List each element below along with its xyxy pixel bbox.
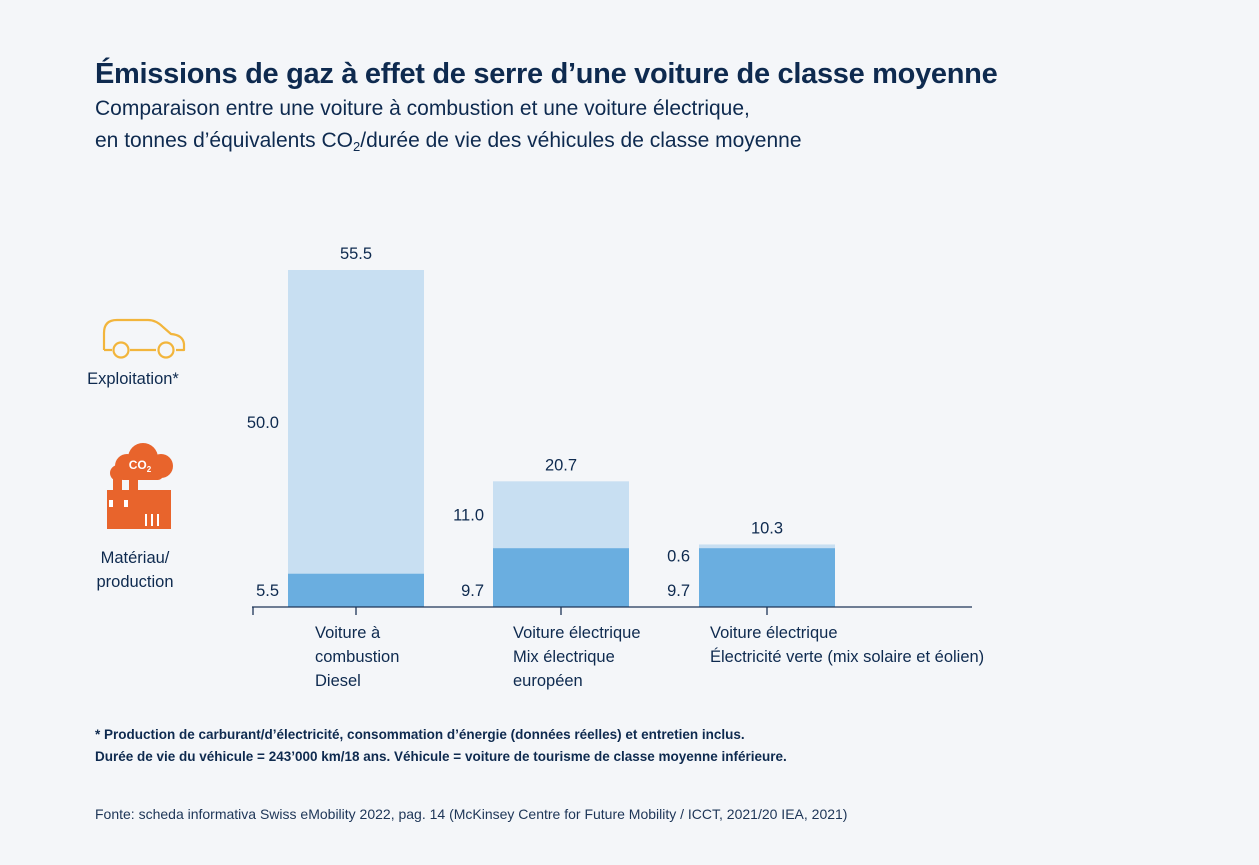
footnote-line1: * Production de carburant/d’électricité,…	[95, 727, 745, 742]
segment-label-operation: 11.0	[453, 507, 484, 525]
co2-icon-sub: 2	[147, 465, 152, 474]
legend-label-material: Matériau/ production	[96, 549, 174, 591]
source-note: Fonte: scheda informativa Swiss eMobilit…	[95, 806, 848, 822]
bar-segment-material	[699, 548, 835, 607]
segment-label-material: 5.5	[256, 582, 279, 600]
footnote-line2: Durée de vie du véhicule = 243’000 km/18…	[95, 749, 787, 764]
legend-label-operation: Exploitation*	[87, 370, 179, 388]
segment-label-material: 9.7	[667, 582, 690, 600]
bar-segment-material	[493, 548, 629, 607]
chart-title: Émissions de gaz à effet de serre d’une …	[95, 58, 998, 90]
bar-segment-operation	[493, 481, 629, 549]
subtitle-subscript: 2	[353, 139, 361, 154]
bar-total-label: 20.7	[545, 456, 577, 474]
x-label-combustion: Voiture à combustion Diesel	[315, 624, 400, 690]
chart-subtitle-line2: en tonnes d’équivalents CO2/durée de vie…	[95, 129, 802, 154]
x-label-electric-green: Voiture électrique Électricité verte (mi…	[710, 624, 985, 666]
factory-icon: CO2	[107, 443, 173, 529]
co2-icon-co: CO	[129, 458, 147, 472]
car-icon	[102, 318, 186, 359]
x-label-electric-eu: Voiture électrique Mix électrique europé…	[513, 624, 641, 690]
segment-label-operation: 50.0	[247, 414, 279, 432]
chart-subtitle-line1: Comparaison entre une voiture à combusti…	[95, 97, 750, 120]
subtitle-text-after: /durée de vie des véhicules de classe mo…	[360, 129, 802, 152]
segment-label-material: 9.7	[461, 582, 484, 600]
bar-total-label: 55.5	[340, 245, 372, 263]
bar-segment-material	[288, 573, 424, 607]
co2-icon-text: CO2	[129, 458, 152, 474]
segment-label-operation: 0.6	[667, 547, 690, 565]
bar-segment-operation	[288, 270, 424, 574]
bar-total-label: 10.3	[751, 519, 783, 537]
subtitle-text-before: en tonnes d’équivalents CO	[95, 129, 353, 152]
bar-segment-operation	[699, 544, 835, 549]
